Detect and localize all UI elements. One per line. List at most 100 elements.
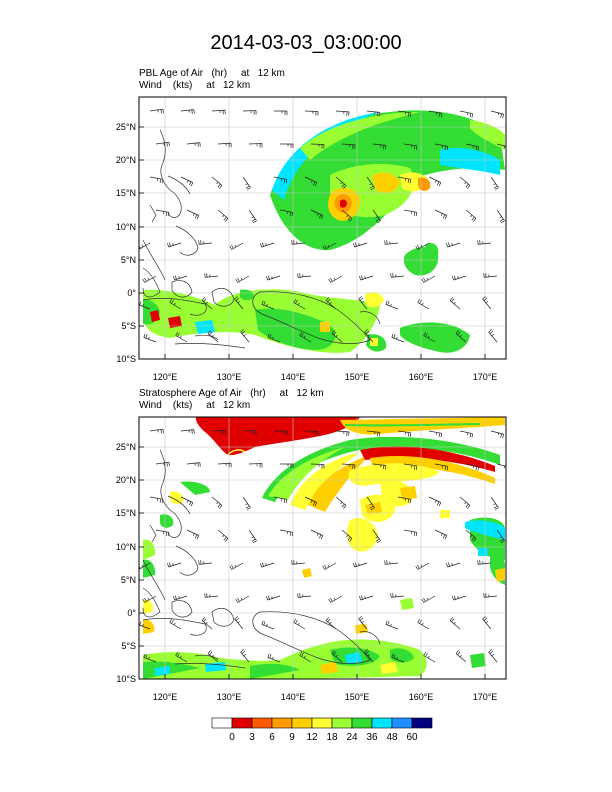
wind-barb — [304, 110, 319, 116]
wind-barb — [310, 209, 324, 220]
wind-barb — [242, 110, 257, 115]
wind-barb — [299, 651, 312, 663]
lat-label: 20°N — [116, 475, 136, 485]
wind-barb — [248, 463, 263, 468]
wind-barb — [328, 275, 343, 283]
wind-barb — [488, 649, 498, 663]
wind-barb — [446, 562, 461, 568]
wind-barb — [143, 333, 157, 343]
wind-barb — [217, 529, 229, 542]
colorbar-label: 24 — [346, 732, 358, 743]
wind-barb — [240, 649, 250, 663]
wind-barb — [490, 496, 499, 511]
wind-barb — [204, 273, 219, 278]
wind-barb — [310, 143, 325, 149]
colorbar-label: 6 — [269, 732, 275, 743]
wind-barb — [459, 110, 474, 118]
wind-barb — [186, 462, 201, 467]
wind-barb — [335, 496, 347, 509]
wind-barb — [325, 297, 337, 310]
wind-barb — [390, 273, 405, 278]
colorbar-label: 36 — [366, 732, 378, 743]
lon-label: 140°E — [281, 372, 306, 382]
wind-barb — [291, 560, 306, 565]
strat-panel-label: Stratosphere Age of Air (hr) at 12 km Wi… — [139, 388, 324, 412]
wind-barb — [366, 430, 381, 437]
wind-barb — [248, 529, 257, 544]
wind-barb — [211, 176, 223, 189]
wind-barb — [279, 529, 294, 537]
wind-barb — [139, 242, 151, 250]
wind-barb — [234, 616, 244, 630]
wind-barb — [149, 496, 164, 504]
wind-barb — [207, 650, 219, 663]
wind-barb — [331, 650, 343, 663]
colorbar-label: 9 — [289, 732, 295, 743]
wind-barb — [490, 430, 504, 439]
wind-barb — [242, 176, 251, 191]
pbl-gridlines — [139, 97, 506, 359]
wind-barb — [261, 300, 275, 310]
lon-label: 130°E — [217, 372, 242, 382]
pbl-coastlines — [142, 129, 381, 349]
wind-barb — [248, 209, 257, 224]
wind-barb — [449, 617, 461, 630]
lat-label: 20°N — [116, 155, 136, 165]
wind-barb — [299, 331, 312, 343]
wind-barb — [139, 300, 151, 310]
pbl-frame — [138, 96, 507, 360]
colorbar-swatch — [211, 717, 233, 729]
wind-barb — [142, 595, 157, 603]
wind-barb — [201, 617, 213, 630]
wind-barb — [428, 176, 442, 187]
wind-barb — [358, 616, 368, 630]
strat-map-panel: 25°N 20°N 15°N 10°N 5°N 0° 5°S 10°S 120°… — [116, 416, 507, 702]
pbl-panel-label: PBL Age of Air (hr) at 12 km Wind (kts) … — [139, 68, 285, 92]
lat-label: 10°S — [116, 354, 136, 364]
wind-barb — [496, 209, 505, 224]
strat-field-line: Stratosphere Age of Air (hr) at 12 km — [139, 388, 324, 399]
wind-barb — [211, 429, 226, 435]
wind-barb — [149, 428, 164, 434]
wind-barb — [423, 651, 436, 663]
wind-barb — [385, 300, 399, 310]
wind-barb — [496, 463, 506, 469]
wind-barb — [335, 430, 350, 436]
colorbar-label: 18 — [326, 732, 338, 743]
wind-barb — [267, 333, 281, 343]
wind-barb — [155, 141, 170, 147]
lat-label: 10°N — [116, 542, 136, 552]
wind-barb — [180, 109, 195, 114]
wind-barb — [260, 562, 275, 568]
wind-barb — [207, 330, 219, 343]
strat-ticks — [139, 446, 486, 680]
wind-barb — [353, 562, 368, 568]
wind-barb — [201, 297, 213, 310]
wind-barb — [403, 529, 418, 537]
strat-coastlines — [142, 449, 381, 669]
wind-barb — [279, 209, 294, 217]
wind-barb — [186, 529, 200, 540]
wind-barb — [304, 430, 319, 436]
wind-barb — [310, 463, 325, 469]
wind-barb — [372, 209, 381, 224]
wind-barb — [293, 618, 306, 630]
wind-barb — [459, 496, 471, 509]
wind-barb — [217, 209, 229, 222]
wind-barb — [143, 653, 157, 663]
wind-barb — [397, 430, 412, 437]
wind-barb — [180, 496, 194, 507]
wind-barb — [482, 616, 492, 630]
colorbar-label: 48 — [386, 732, 398, 743]
wind-barb — [366, 110, 381, 117]
wind-barb — [428, 496, 442, 507]
wind-barb — [211, 109, 226, 115]
wind-barb — [261, 620, 275, 630]
wind-barb — [341, 209, 353, 222]
wind-barb — [452, 595, 467, 601]
wind-barb — [297, 273, 312, 278]
wind-barb — [385, 620, 399, 630]
wind-barb — [353, 242, 368, 248]
wind-barb — [341, 529, 353, 542]
wind-barb — [359, 275, 374, 281]
